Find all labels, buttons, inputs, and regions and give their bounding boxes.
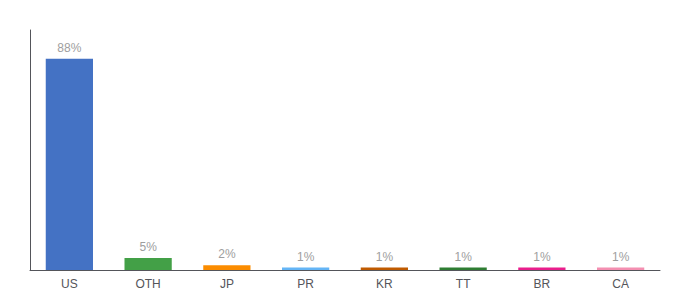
svg-text:1%: 1% — [297, 250, 315, 264]
svg-text:KR: KR — [376, 277, 393, 291]
svg-text:5%: 5% — [139, 240, 157, 254]
svg-text:2%: 2% — [218, 247, 236, 261]
svg-text:US: US — [61, 277, 78, 291]
svg-text:88%: 88% — [57, 41, 81, 55]
svg-text:1%: 1% — [533, 250, 551, 264]
svg-text:BR: BR — [534, 277, 551, 291]
svg-text:1%: 1% — [454, 250, 472, 264]
svg-text:CA: CA — [612, 277, 629, 291]
svg-text:PR: PR — [297, 277, 314, 291]
svg-text:1%: 1% — [612, 250, 630, 264]
svg-text:JP: JP — [220, 277, 234, 291]
svg-text:OTH: OTH — [135, 277, 160, 291]
svg-text:TT: TT — [456, 277, 471, 291]
svg-text:1%: 1% — [376, 250, 394, 264]
